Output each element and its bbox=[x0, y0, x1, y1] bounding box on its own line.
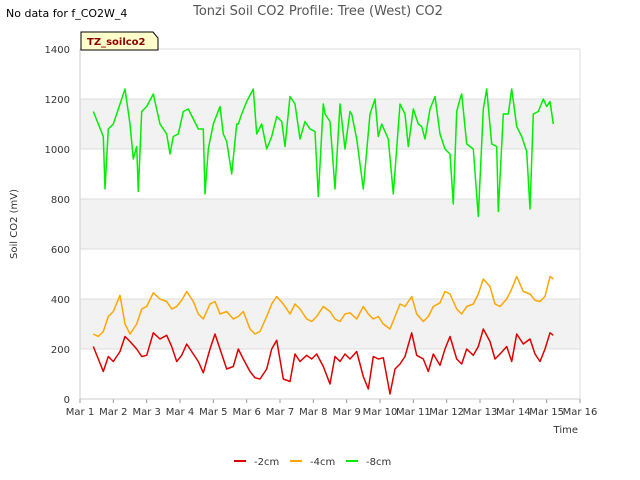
legend-label: -2cm bbox=[254, 457, 279, 468]
legend-label: -4cm bbox=[310, 457, 335, 468]
x-tick-label: Mar 6 bbox=[232, 407, 260, 418]
y-tick-label: 400 bbox=[51, 295, 70, 306]
legend-label: -8cm bbox=[366, 457, 391, 468]
badge: TZ_soilco2 bbox=[80, 31, 159, 51]
y-tick-label: 0 bbox=[64, 395, 70, 406]
x-tick-label: Mar 7 bbox=[266, 407, 294, 418]
x-tick-label: Mar 11 bbox=[396, 407, 431, 418]
x-tick-label: Mar 10 bbox=[363, 407, 398, 418]
x-tick-label: Mar 2 bbox=[99, 407, 127, 418]
y-tick-label: 1200 bbox=[45, 95, 70, 106]
x-tick-label: Mar 13 bbox=[463, 407, 498, 418]
x-tick-label: Mar 15 bbox=[529, 407, 564, 418]
x-tick-label: Mar 4 bbox=[166, 407, 194, 418]
y-tick-label: 600 bbox=[51, 245, 70, 256]
x-tick-label: Mar 16 bbox=[563, 407, 598, 418]
y-tick-label: 1400 bbox=[45, 45, 70, 56]
x-tick-label: Mar 1 bbox=[66, 407, 94, 418]
y-tick-label: 200 bbox=[51, 345, 70, 356]
x-tick-label: Mar 3 bbox=[132, 407, 160, 418]
x-tick-label: Mar 5 bbox=[199, 407, 227, 418]
band-0 bbox=[80, 299, 580, 349]
chart-title: Tonzi Soil CO2 Profile: Tree (West) CO2 bbox=[192, 4, 443, 19]
series-line-8cmcm bbox=[92, 88, 555, 218]
series-line-2cmcm bbox=[92, 328, 554, 395]
y-axis-label: Soil CO2 (mV) bbox=[9, 189, 20, 259]
band-1 bbox=[80, 199, 580, 249]
x-tick-label: Mar 8 bbox=[299, 407, 327, 418]
x-axis-label: Time bbox=[553, 425, 578, 436]
series-line-4cmcm bbox=[92, 275, 554, 338]
x-tick-label: Mar 12 bbox=[429, 407, 464, 418]
x-tick-label: Mar 9 bbox=[332, 407, 360, 418]
y-tick-label: 800 bbox=[51, 195, 70, 206]
x-tick-label: Mar 14 bbox=[496, 407, 531, 418]
legend: -2cm -4cm -8cm bbox=[234, 457, 391, 468]
badge-label: TZ_soilco2 bbox=[87, 37, 146, 48]
y-tick-label: 1000 bbox=[45, 145, 70, 156]
no-data-note: No data for f_CO2W_4 bbox=[6, 7, 128, 20]
